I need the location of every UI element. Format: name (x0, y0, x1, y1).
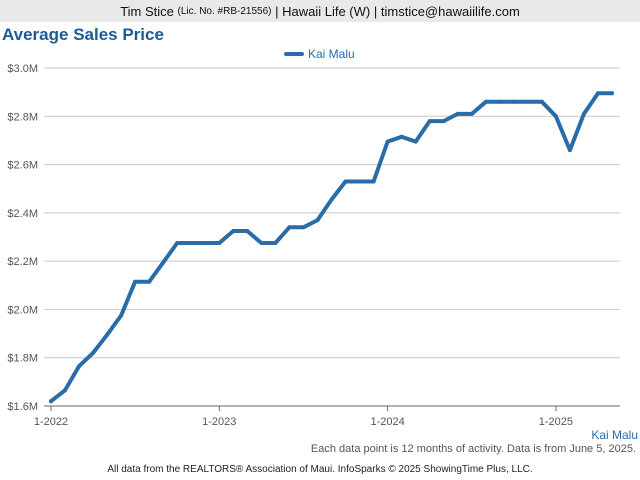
data-point (371, 179, 376, 184)
x-tick-label: 1-2022 (34, 416, 68, 428)
data-point (329, 197, 334, 202)
y-tick-label: $2.2M (7, 256, 38, 268)
data-point (483, 99, 488, 104)
agent-header-bar: Tim Stice (Lic. No. #RB-21556) | Hawaii … (0, 0, 640, 22)
data-point (119, 313, 124, 318)
data-point (385, 139, 390, 144)
data-point (357, 179, 362, 184)
data-point (147, 279, 152, 284)
data-point (596, 91, 600, 96)
data-point (217, 241, 222, 245)
separator: | (275, 3, 279, 19)
y-tick-label: $3.0M (7, 63, 38, 75)
data-point (315, 218, 320, 223)
data-point (427, 119, 432, 124)
data-point (189, 241, 194, 245)
y-tick-label: $1.8M (7, 353, 38, 365)
data-point (245, 229, 250, 233)
y-tick-label: $2.0M (7, 304, 38, 316)
data-point (610, 91, 614, 96)
x-tick-label: 1-2025 (539, 416, 573, 428)
data-point (455, 111, 460, 116)
data-point (413, 139, 418, 144)
data-point (231, 229, 236, 233)
data-point (581, 111, 586, 116)
data-point (287, 225, 292, 230)
x-tick-label: 1-2023 (202, 416, 236, 428)
data-point (567, 148, 572, 153)
data-point (133, 279, 138, 284)
data-point (49, 399, 53, 404)
data-point (343, 179, 348, 184)
separator: | (373, 3, 378, 19)
y-tick-label: $2.8M (7, 111, 38, 123)
data-point (63, 388, 67, 393)
series-line-kai-malu (49, 91, 614, 404)
chart-title: Average Sales Price (2, 25, 164, 44)
data-point (539, 99, 544, 104)
copyright-notice: All data from the REALTORS® Association … (107, 464, 533, 475)
data-point (399, 134, 404, 139)
data-point (441, 119, 446, 124)
data-point (469, 111, 474, 116)
data-point (301, 225, 306, 230)
series-label: Kai Malu (591, 428, 638, 442)
data-point (511, 99, 516, 104)
legend-label: Kai Malu (308, 47, 355, 61)
data-point (161, 260, 166, 265)
data-point (175, 241, 180, 245)
data-point (77, 364, 81, 369)
brokerage-name: Hawaii Life (W) (282, 3, 371, 19)
data-point (273, 241, 278, 245)
data-point (553, 114, 558, 119)
license-number: (Lic. No. #RB-21556) (177, 5, 272, 17)
y-tick-label: $2.6M (7, 160, 38, 172)
agent-email[interactable]: timstice@hawaiilife.com (380, 3, 520, 19)
data-point (525, 99, 530, 104)
data-point (91, 350, 96, 355)
x-tick-label: 1-2024 (370, 416, 404, 428)
y-tick-label: $1.6M (7, 401, 38, 413)
data-footnote: Each data point is 12 months of activity… (310, 443, 636, 455)
agent-name: Tim Stice (120, 3, 174, 19)
data-point (203, 241, 208, 245)
y-tick-label: $2.4M (7, 208, 38, 220)
data-point (105, 332, 110, 337)
data-point (497, 99, 502, 104)
data-point (259, 241, 264, 245)
